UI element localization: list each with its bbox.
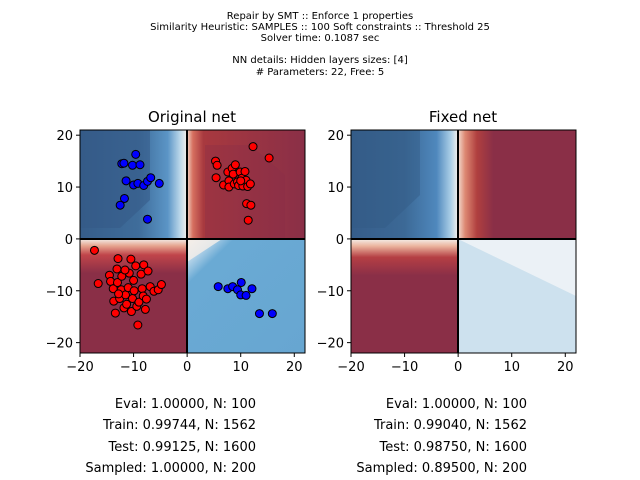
scatter-point-red	[243, 215, 253, 225]
scatter-point-red	[89, 245, 99, 255]
ytick-label: 20	[56, 129, 73, 144]
xtick-label: 20	[557, 360, 574, 375]
scatter-point-red	[246, 200, 256, 210]
decision-surface-fixed	[351, 130, 576, 353]
points-original	[89, 142, 277, 330]
scatter-point-red	[113, 254, 123, 264]
panel-original: Original net −20 −10 0 10 20 −20 −10 0 10 20	[46, 108, 306, 375]
stat-original-sampled: Sampled: 1.00000, N: 200	[85, 461, 256, 476]
scatter-point-red	[126, 307, 136, 317]
stat-original-eval: Eval: 1.00000, N: 100	[115, 397, 256, 412]
scatter-point-red	[143, 266, 153, 276]
header-line-2: Similarity Heuristic: SAMPLES :: 100 Sof…	[150, 22, 490, 33]
scatter-point-red	[112, 264, 122, 274]
xtick-label: −10	[120, 360, 147, 375]
panel-original-title: Original net	[148, 108, 236, 126]
scatter-point-red	[133, 320, 143, 330]
scatter-point-red	[131, 261, 141, 271]
stat-fixed-sampled: Sampled: 0.89500, N: 200	[356, 461, 527, 476]
scatter-point-blue	[131, 149, 141, 159]
scatter-point-red	[137, 284, 147, 294]
ticks-fixed: −20 −10 0 10 20 −20 −10 0 10 20	[317, 129, 574, 375]
xtick-label: 10	[232, 360, 249, 375]
xtick-label: −20	[66, 360, 93, 375]
scatter-point-red	[212, 160, 222, 170]
stat-fixed-test: Test: 0.98750, N: 1600	[379, 440, 527, 455]
scatter-point-red	[126, 254, 136, 264]
xtick-label: 0	[454, 360, 462, 375]
scatter-point-red	[230, 160, 240, 170]
decision-surface-original	[80, 130, 305, 353]
scatter-point-red	[240, 166, 250, 176]
ytick-label: −20	[46, 337, 73, 352]
scatter-point-blue	[119, 193, 129, 203]
scatter-point-red	[139, 260, 149, 270]
scatter-point-blue	[121, 176, 131, 186]
xtick-label: −20	[337, 360, 364, 375]
scatter-point-red	[122, 299, 132, 309]
scatter-point-blue	[135, 160, 145, 170]
xtick-label: 20	[286, 360, 303, 375]
scatter-point-red	[140, 304, 150, 314]
ytick-label: −10	[46, 285, 73, 300]
panel-fixed-title: Fixed net	[429, 108, 497, 126]
plot-frame-original	[79, 129, 306, 354]
scatter-point-blue	[241, 290, 251, 300]
scatter-point-red	[120, 265, 130, 275]
scatter-point-red	[245, 179, 255, 189]
scatter-point-red	[236, 176, 246, 186]
scatter-point-blue	[128, 160, 137, 170]
ytick-label: −20	[317, 337, 344, 352]
scatter-point-red	[156, 280, 166, 290]
stat-fixed-train: Train: 0.99040, N: 1562	[373, 418, 527, 433]
ytick-label: 20	[327, 129, 344, 144]
scatter-point-blue	[267, 309, 277, 319]
header-line-3: Solver time: 0.1087 sec	[261, 33, 380, 44]
scatter-point-red	[110, 308, 120, 318]
scatter-point-red	[113, 277, 122, 287]
scatter-point-blue	[154, 178, 164, 188]
xtick-label: −10	[391, 360, 418, 375]
scatter-point-red	[248, 142, 258, 152]
figure-header: Repair by SMT :: Enforce 1 properties Si…	[150, 11, 490, 78]
header-line-6: # Parameters: 22, Free: 5	[256, 67, 385, 78]
scatter-point-red	[141, 294, 151, 304]
ytick-label: 0	[336, 233, 344, 248]
ticks-original: −20 −10 0 10 20 −20 −10 0 10 20	[46, 129, 303, 375]
ytick-label: 10	[327, 181, 344, 196]
xtick-label: 0	[183, 360, 191, 375]
ytick-label: 0	[65, 233, 73, 248]
scatter-point-blue	[146, 173, 156, 183]
plot-frame-fixed	[350, 129, 577, 354]
scatter-point-red	[129, 286, 139, 296]
panel-fixed: Fixed net −20 −10 0 10 20 −20 −10 0 10 20	[317, 108, 577, 375]
scatter-point-red	[211, 173, 221, 183]
stat-original-test: Test: 0.99125, N: 1600	[108, 440, 256, 455]
scatter-point-blue	[247, 284, 257, 294]
scatter-point-blue	[213, 282, 223, 292]
scatter-point-blue	[119, 158, 129, 168]
xtick-label: 10	[503, 360, 520, 375]
scatter-point-blue	[236, 277, 246, 287]
scatter-point-red	[129, 275, 139, 285]
stats-original: Eval: 1.00000, N: 100 Train: 0.99744, N:…	[85, 397, 256, 476]
scatter-point-blue	[143, 214, 152, 224]
header-line-5: NN details: Hidden layers sizes: [4]	[232, 55, 408, 66]
scatter-point-red	[93, 279, 103, 289]
stat-original-train: Train: 0.99744, N: 1562	[102, 418, 256, 433]
scatter-point-red	[134, 297, 144, 307]
scatter-point-red	[264, 153, 274, 163]
ytick-label: 10	[56, 181, 73, 196]
scatter-point-blue	[115, 200, 125, 210]
scatter-point-red	[114, 289, 124, 299]
stat-fixed-eval: Eval: 1.00000, N: 100	[386, 397, 527, 412]
stats-fixed: Eval: 1.00000, N: 100 Train: 0.99040, N:…	[356, 397, 527, 476]
header-line-1: Repair by SMT :: Enforce 1 properties	[227, 11, 413, 22]
ytick-label: −10	[317, 285, 344, 300]
scatter-point-blue	[254, 309, 264, 319]
